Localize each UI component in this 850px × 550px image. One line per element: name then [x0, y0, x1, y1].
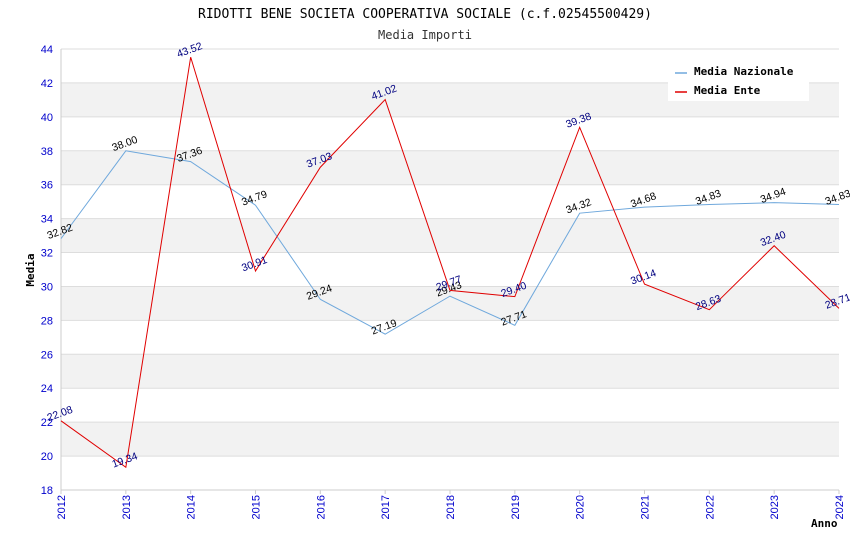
y-tick-label: 20: [41, 451, 53, 463]
y-tick-label: 30: [41, 281, 53, 293]
data-label: 30.91: [240, 254, 269, 274]
legend-label-media-nazionale: Media Nazionale: [694, 65, 794, 78]
x-tick-label: 2018: [445, 495, 457, 519]
series-line-media-nazionale: [60, 150, 840, 335]
y-axis-label: Media: [24, 253, 37, 286]
y-tick-label: 22: [41, 417, 53, 429]
grid-band: [61, 150, 839, 185]
y-tick-label: 36: [41, 180, 53, 192]
x-tick-label: 2012: [56, 495, 68, 519]
chart-subtitle: Media Importi: [378, 28, 472, 42]
y-tick-label: 44: [41, 44, 53, 56]
y-tick-label: 18: [41, 485, 53, 497]
y-tick-label: 40: [41, 112, 53, 124]
chart-title: RIDOTTI BENE SOCIETA COOPERATIVA SOCIALE…: [198, 7, 652, 22]
x-tick-label: 2015: [251, 495, 263, 519]
x-axis-ticks: 2012 2013 2014 2015 2016 2017 2018 2019 2020 2021…: [56, 490, 846, 519]
x-tick-label: 2020: [575, 495, 587, 519]
grid-band: [61, 422, 839, 457]
y-tick-label: 42: [41, 78, 53, 90]
data-label: 43.52: [175, 40, 204, 60]
x-tick-label: 2023: [769, 495, 781, 519]
legend-box: [668, 60, 809, 101]
grid-band: [61, 218, 839, 253]
data-label: 34.79: [240, 188, 269, 208]
y-tick-label: 34: [41, 214, 53, 226]
data-label: 22.08: [46, 404, 75, 424]
x-tick-label: 2013: [121, 495, 133, 519]
x-tick-label: 2016: [315, 495, 327, 519]
x-tick-label: 2021: [640, 495, 652, 519]
data-label: 30.14: [629, 267, 658, 287]
x-tick-label: 2019: [510, 495, 522, 519]
legend: Media Nazionale Media Ente: [668, 60, 809, 101]
series-line-media-ente: [60, 56, 840, 469]
y-tick-label: 32: [41, 248, 53, 260]
data-label: 34.32: [564, 196, 593, 216]
y-tick-label: 26: [41, 349, 53, 361]
x-tick-label: 2024: [834, 495, 846, 519]
x-tick-label: 2022: [704, 495, 716, 519]
y-axis-ticks: 18 20 22 24 26 28 30 32 34 36 38 40 42 44: [41, 44, 53, 497]
x-tick-label: 2017: [380, 495, 392, 519]
grid-band: [61, 354, 839, 389]
legend-label-media-ente: Media Ente: [694, 84, 761, 97]
y-tick-label: 28: [41, 315, 53, 327]
x-tick-label: 2014: [186, 495, 198, 519]
x-axis-label: Anno: [811, 517, 838, 530]
series-lines: [60, 56, 840, 469]
y-tick-label: 38: [41, 146, 53, 158]
y-tick-label: 24: [41, 383, 53, 395]
grid-band: [61, 286, 839, 321]
